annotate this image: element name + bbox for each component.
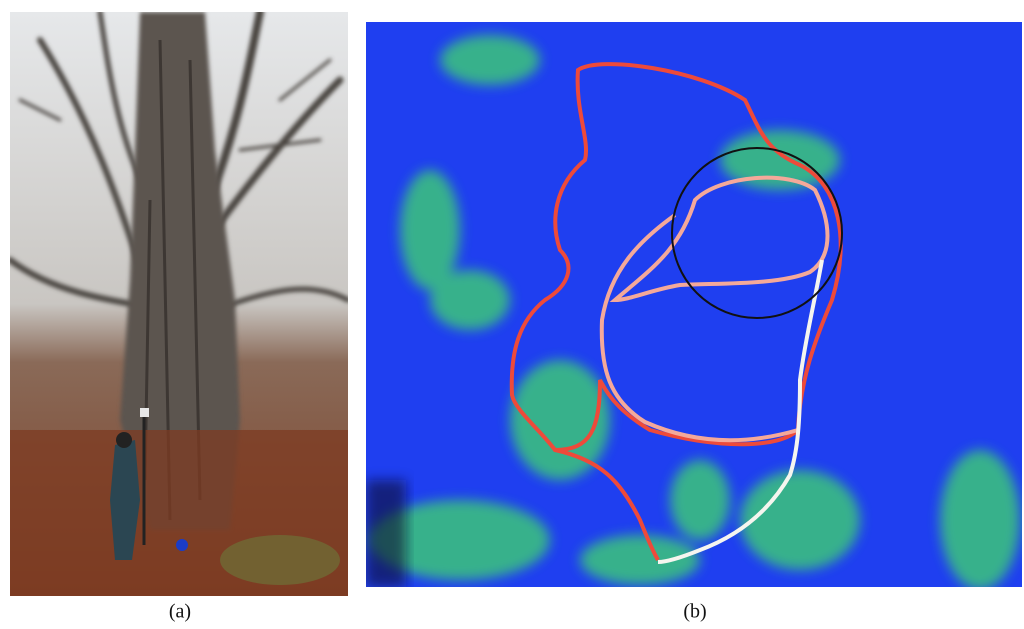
photo-tree xyxy=(10,12,348,596)
panel-label: (a) xyxy=(169,601,191,623)
panel-label: (b) xyxy=(683,601,706,623)
figure: (a) (b) xyxy=(0,0,1024,629)
false-color-map xyxy=(366,22,1022,590)
